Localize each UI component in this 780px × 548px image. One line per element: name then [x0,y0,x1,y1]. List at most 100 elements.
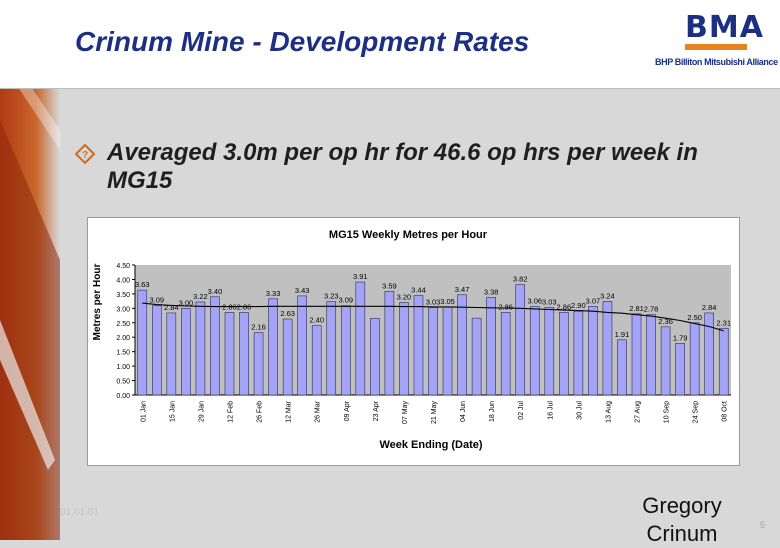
bar [602,301,613,396]
y-tick-label: 1.00 [116,364,130,371]
bar [457,294,467,396]
bar [268,298,278,396]
bar [588,306,598,396]
data-label: 1.79 [673,333,688,342]
data-label: 3.63 [135,280,150,289]
bar [660,326,671,396]
data-label: 3.43 [295,286,310,295]
bma-logo: BMA BHP Billiton Mitsubishi Alliance [655,10,778,78]
bar [195,301,206,396]
logo-accent-strip [685,44,747,50]
bar [471,317,482,396]
bar [355,281,366,396]
bar [399,302,409,396]
chart-panel: MG15 Weekly Metres per Hour Metres per H… [87,217,740,466]
x-tick-label: 13 Aug [605,401,612,423]
bar [442,306,453,396]
bar [413,295,424,396]
y-tick-label: 0.00 [116,393,130,400]
bar [500,312,511,396]
bar [253,332,264,396]
data-label: 3.06 [527,297,542,306]
data-label: 2.84 [164,303,179,312]
bar [340,305,351,396]
data-label: 3.03 [542,297,557,306]
x-tick-label: 12 Mar [286,400,293,422]
data-label: 3.82 [513,275,528,284]
data-label: 2.50 [687,313,702,322]
bar [224,312,235,396]
data-label: 3.44 [411,286,426,295]
x-tick-label: 18 Jun [489,401,496,422]
bar [704,312,715,396]
bar [181,308,191,396]
bar [689,322,700,396]
data-label: 3.40 [208,287,223,296]
bar [617,339,627,396]
y-tick-label: 1.50 [116,350,130,357]
x-tick-label: 29 Jan [198,401,205,422]
data-label: 3.23 [324,292,339,301]
bar [486,297,496,396]
logo-name: BHP Billiton Mitsubishi Alliance [655,57,778,67]
trend-line [142,302,724,332]
bullet-text: Averaged 3.0m per op hr for 46.6 op hrs … [107,139,698,194]
data-label: 2.84 [702,303,717,312]
y-tick-label: 4.50 [116,263,130,270]
y-tick-label: 2.50 [116,321,130,328]
bar [515,284,526,396]
logo-mark: BMA [685,10,764,45]
bar [326,301,337,396]
x-tick-label: 16 Jul [547,401,554,420]
chart-title: MG15 Weekly Metres per Hour [329,229,488,241]
header-band [0,0,780,89]
x-tick-label: 12 Feb [228,401,235,423]
x-tick-label: 02 Jul [518,401,525,420]
diamond-bullet-icon: ? [74,143,96,165]
x-tick-label: 27 Aug [635,401,642,423]
bar [311,325,322,396]
x-tick-label: 10 Sep [664,401,671,423]
data-label: 3.22 [193,292,208,301]
x-tick-label: 08 Oct [722,401,729,422]
data-label: 3.91 [353,272,368,281]
svg-text:?: ? [82,150,88,161]
data-label: 3.59 [382,281,397,290]
bar [239,312,249,396]
page-number: 5 [760,520,766,530]
data-label: 3.03 [426,297,441,306]
bar [210,296,220,396]
data-label: 2.86 [498,302,513,311]
bar [384,290,395,396]
bar [718,327,729,396]
y-axis-label: Metres per Hour [92,264,103,341]
data-label: 2.40 [309,316,324,325]
x-tick-label: 21 May [431,401,438,424]
x-tick-label: 30 Jul [576,401,583,420]
x-tick-label: 01 Jan [140,401,147,422]
bar [166,312,177,396]
data-label: 3.33 [266,289,281,298]
data-label: 3.20 [397,293,412,302]
x-tick-label: 23 Apr [373,400,380,421]
x-tick-label: 04 Jun [460,401,467,422]
y-tick-label: 3.50 [116,292,130,299]
bar [559,312,569,396]
bar-chart: MG15 Weekly Metres per Hour Metres per H… [92,229,731,451]
data-label: 3.09 [150,296,165,305]
x-tick-label: 07 May [402,401,409,424]
bar [137,289,148,396]
x-tick-label: 24 Sep [693,401,700,423]
data-label: 3.09 [338,296,353,305]
data-label: 3.24 [600,291,615,300]
bar [631,313,642,396]
bar [573,310,584,396]
bar [428,307,438,396]
data-label: 2.78 [644,305,659,314]
data-label: 2.63 [280,309,295,318]
data-label: 3.07 [586,296,601,305]
x-axis-label: Week Ending (Date) [379,439,482,451]
footer-date: 01.01.01 [60,507,99,518]
data-label: 3.00 [179,298,194,307]
bar [675,342,685,396]
